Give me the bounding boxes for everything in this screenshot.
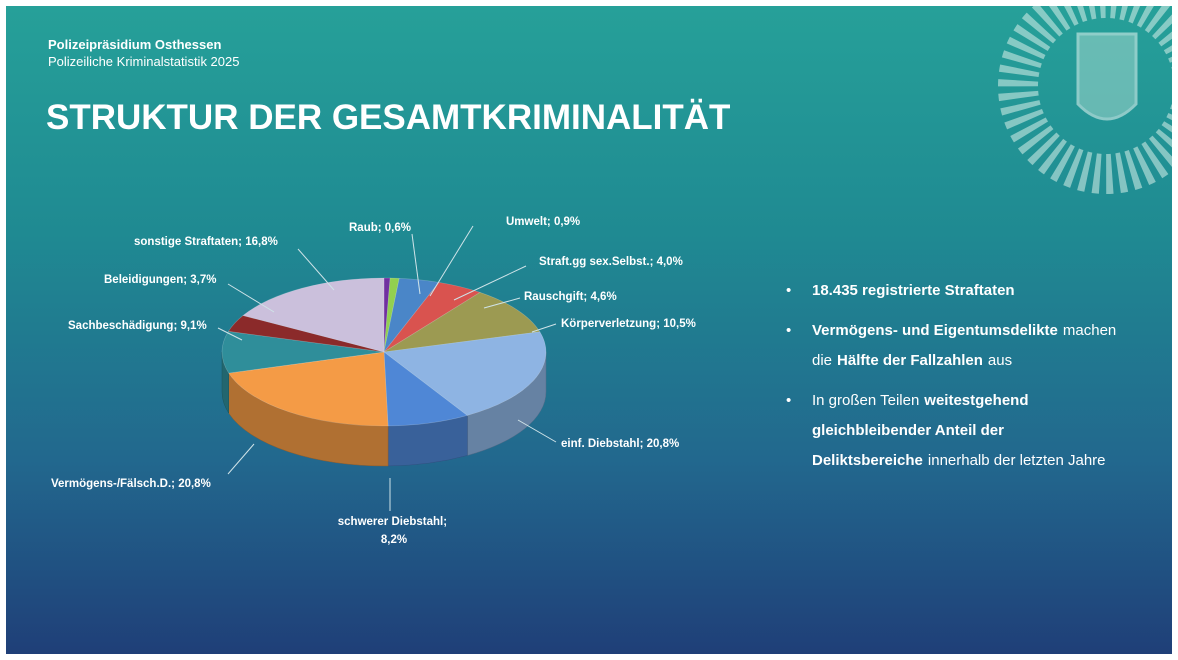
leader-line — [531, 323, 557, 333]
label-separator: ; — [650, 256, 657, 268]
label-category: einf. Diebstahl — [561, 438, 640, 450]
bullet-text: machen die — [812, 322, 1117, 369]
pie-tops — [221, 277, 547, 427]
slice — [221, 331, 385, 374]
organization: Polizeipräsidium Osthessen — [48, 37, 222, 52]
label-category: Raub — [349, 222, 378, 234]
data-label: Beleidigungen; 3,7% — [104, 274, 216, 286]
label-value: 20,8% — [178, 478, 211, 490]
label-value: 3,7% — [190, 274, 216, 286]
label-value: 4,0% — [657, 256, 683, 268]
leader-line — [227, 443, 255, 475]
label-category: Sachbeschädigung — [68, 320, 173, 332]
label-separator: ; — [171, 478, 178, 490]
chart: Raub; 0,6% Umwelt; 0,9% Straft.gg sex.Selb… — [51, 6, 1172, 546]
label-separator: ; — [583, 291, 590, 303]
label-value: 16,8% — [245, 236, 278, 248]
leader-line — [411, 233, 421, 295]
bullet-text: 18.435 registrierte Straftaten — [812, 282, 1015, 299]
label-category: Vermögens-/Fälsch.D. — [51, 478, 171, 490]
data-label: Sachbeschädigung; 9,1% — [68, 320, 207, 332]
label-separator: ; — [238, 236, 245, 248]
bullet-text: Hälfte der Fallzahlen — [837, 352, 983, 369]
data-label: Rauschgift; 4,6% — [524, 291, 617, 303]
data-label: schwerer Diebstahl; 8,2% — [338, 516, 451, 546]
label-category: Körperverletzung — [561, 318, 656, 330]
bullet-list: 18.435 registrierte Straftaten Vermögens-… — [786, 276, 1136, 486]
data-label: Straft.gg sex.Selbst.; 4,0% — [539, 256, 683, 268]
leader-line — [517, 419, 557, 443]
label-separator: ; — [173, 320, 180, 332]
label-category: Umwelt — [506, 216, 547, 228]
slice — [383, 351, 469, 427]
label-value: 20,8% — [647, 438, 680, 450]
label-value: 10,5% — [663, 318, 696, 330]
label-value: 8,2% — [381, 534, 407, 546]
leader-line — [217, 327, 243, 341]
bullet-text: weitestgehend gleichbleibender Anteil de… — [812, 392, 1029, 469]
label-category: Beleidigungen — [104, 274, 183, 286]
leader-line — [297, 248, 335, 291]
slice — [227, 315, 385, 353]
label-category: sonstige Straftaten — [134, 236, 238, 248]
leader-line — [227, 283, 275, 313]
data-label: Umwelt; 0,9% — [506, 216, 580, 228]
bullet: 18.435 registrierte Straftaten — [786, 276, 1136, 306]
label-value: 4,6% — [590, 291, 616, 303]
bullet-text: Vermögens- und Eigentumsdelikte — [812, 322, 1058, 339]
leader-line — [483, 297, 521, 309]
label-separator: ; — [443, 516, 450, 528]
label-separator: ; — [547, 216, 554, 228]
data-label: sonstige Straftaten; 16,8% — [134, 236, 278, 248]
subtitle: Polizeiliche Kriminalstatistik 2025 — [48, 54, 240, 69]
label-separator: ; — [640, 438, 647, 450]
slice — [228, 351, 389, 427]
label-category: schwerer Diebstahl — [338, 516, 443, 528]
slice — [383, 331, 547, 416]
pie-sides — [221, 351, 547, 467]
data-label: Körperverletzung; 10,5% — [561, 318, 696, 330]
data-label: einf. Diebstahl; 20,8% — [561, 438, 679, 450]
slice — [242, 277, 385, 353]
data-label: Raub; 0,6% — [349, 222, 411, 234]
label-value: 0,9% — [554, 216, 580, 228]
label-value: 9,1% — [180, 320, 206, 332]
slide: Raub; 0,6% Umwelt; 0,9% Straft.gg sex.Selb… — [6, 6, 1172, 654]
label-category: Rauschgift — [524, 291, 584, 303]
label-separator: ; — [378, 222, 385, 234]
leader-line — [429, 225, 474, 297]
label-separator: ; — [656, 318, 663, 330]
label-separator: ; — [183, 274, 190, 286]
slice — [383, 277, 400, 353]
label-value: 0,6% — [385, 222, 411, 234]
bullet-text: aus — [987, 352, 1013, 369]
leader-line — [453, 265, 527, 301]
bullet-text: In großen Teilen — [812, 392, 920, 409]
data-label: Vermögens-/Fälsch.D.; 20,8% — [51, 478, 211, 490]
bullet-text: innerhalb der letzten Jahre — [927, 452, 1106, 469]
police-star — [998, 6, 1172, 194]
label-category: Straft.gg sex.Selbst. — [539, 256, 650, 268]
slice — [383, 277, 391, 353]
title: STRUKTUR DER GESAMTKRIMINALITÄT — [46, 98, 731, 137]
